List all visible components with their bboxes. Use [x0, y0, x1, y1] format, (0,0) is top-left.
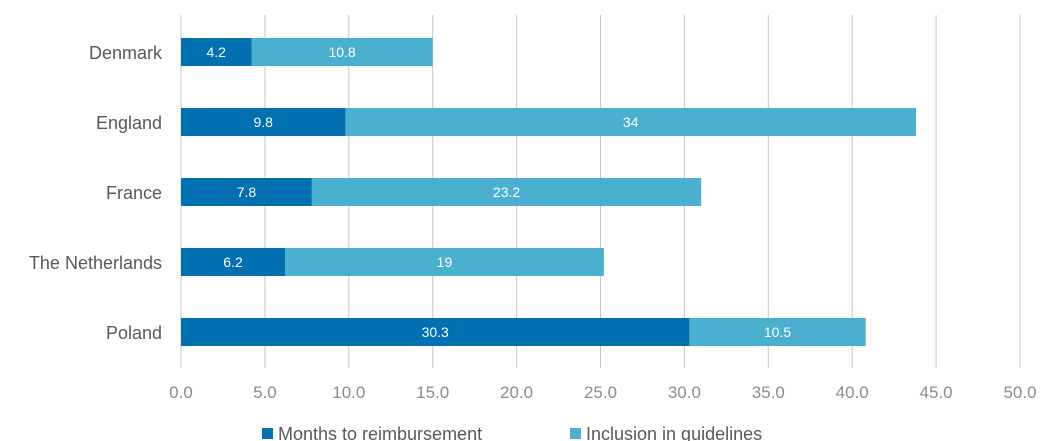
category-label: France — [106, 183, 162, 203]
x-tick-label: 45.0 — [920, 383, 953, 402]
category-label: Poland — [106, 323, 162, 343]
bar-segment — [285, 248, 604, 276]
bar-data-label: 23.2 — [493, 184, 520, 200]
bar-segment — [181, 248, 286, 276]
legend-label: Inclusion in guidelines — [586, 424, 762, 441]
bar-segment — [345, 108, 916, 136]
bar-segment — [181, 38, 252, 66]
legend-swatch — [570, 428, 581, 439]
bar-segment — [251, 38, 433, 66]
bar-data-label: 9.8 — [253, 114, 273, 130]
category-label: England — [96, 113, 162, 133]
category-labels: Denmark England France The Netherlands Polan… — [29, 43, 163, 343]
bar-segment — [181, 108, 346, 136]
bar-data-label: 34 — [623, 114, 639, 130]
bar-data-label: 7.8 — [237, 184, 257, 200]
x-tick-label: 40.0 — [836, 383, 869, 402]
bar-segment — [181, 178, 312, 206]
bar-data-label: 10.5 — [764, 324, 791, 340]
x-tick-label: 20.0 — [500, 383, 533, 402]
x-tick-label: 15.0 — [416, 383, 449, 402]
bar-data-label: 19 — [437, 254, 453, 270]
x-tick-label: 30.0 — [668, 383, 701, 402]
category-label: Denmark — [89, 43, 163, 63]
x-axis-tick-labels: 0.0 5.0 10.0 15.0 20.0 25.0 30.0 35.0 40.0 45.0 50… — [169, 383, 1036, 402]
bar-data-label: 4.2 — [207, 44, 227, 60]
bar-data-label: 6.2 — [223, 254, 243, 270]
bar-data-label: 10.8 — [328, 44, 355, 60]
bar-segment — [689, 318, 866, 346]
x-tick-label: 25.0 — [584, 383, 617, 402]
bar-segment — [181, 318, 690, 346]
category-label: The Netherlands — [29, 253, 162, 273]
x-tick-label: 5.0 — [253, 383, 277, 402]
x-tick-label: 35.0 — [752, 383, 785, 402]
legend-swatch — [262, 428, 273, 439]
x-tick-label: 0.0 — [169, 383, 193, 402]
x-tick-label: 50.0 — [1003, 383, 1036, 402]
legend: Months to reimbursement Inclusion in guid… — [262, 424, 762, 441]
bars: 4.2 10.8 9.8 34 7.8 23.2 6.2 19 30.3 10.5 — [181, 38, 916, 346]
bar-segment — [311, 178, 702, 206]
x-tick-label: 10.0 — [332, 383, 365, 402]
bar-data-label: 30.3 — [422, 324, 449, 340]
legend-label: Months to reimbursement — [278, 424, 482, 441]
